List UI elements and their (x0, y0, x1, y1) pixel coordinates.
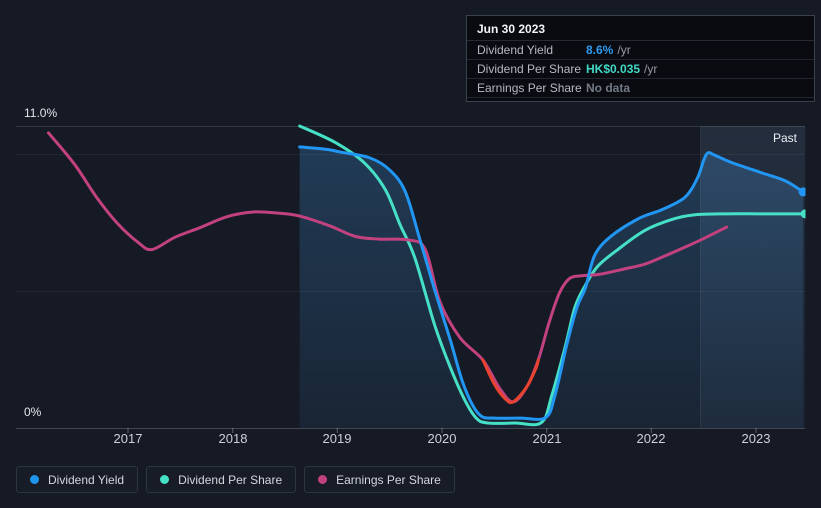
chart-legend: Dividend Yield Dividend Per Share Earnin… (16, 466, 455, 493)
y-axis-label-max: 11.0% (24, 106, 58, 120)
legend-label: Dividend Yield (48, 472, 125, 487)
legend-label: Dividend Per Share (178, 472, 283, 487)
chart-series-layer (46, 124, 806, 429)
legend-dot-earnings-per-share (318, 475, 328, 484)
tooltip-row-label: Earnings Per Share (477, 81, 582, 95)
legend-item-dividend-yield[interactable]: Dividend Yield (16, 466, 139, 493)
tooltip-row-unit: /yr (644, 62, 658, 76)
tooltip-row-value: No data (586, 81, 631, 95)
tooltip-row-value: HK$0.035 (586, 62, 641, 76)
x-axis-label-2022: 2022 (636, 431, 666, 446)
chart-tooltip: Jun 30 2023 Dividend Yield 8.6% /yr Divi… (466, 15, 815, 102)
legend-dot-dividend-per-share (160, 475, 170, 484)
legend-label: Earnings Per Share (336, 472, 441, 487)
y-axis-label-zero: 0% (24, 405, 42, 419)
tooltip-date: Jun 30 2023 (467, 16, 814, 41)
x-axis-label-2023: 2023 (741, 431, 771, 446)
tooltip-row-label: Dividend Yield (477, 43, 554, 57)
tooltip-row-unit: /yr (617, 43, 631, 57)
tooltip-row-earnings-per-share: Earnings Per Share No data (467, 79, 814, 98)
past-period-label: Past (772, 131, 797, 145)
tooltip-row-dividend-per-share: Dividend Per Share HK$0.035 /yr (467, 60, 814, 79)
x-axis-label-2018: 2018 (218, 431, 248, 446)
x-axis-label-2019: 2019 (322, 431, 352, 446)
tooltip-row-value: 8.6% (586, 43, 614, 57)
legend-item-earnings-per-share[interactable]: Earnings Per Share (304, 466, 455, 493)
tooltip-row-dividend-yield: Dividend Yield 8.6% /yr (467, 41, 814, 60)
x-axis-label-2020: 2020 (427, 431, 457, 446)
legend-dot-dividend-yield (30, 475, 39, 484)
tooltip-row-label: Dividend Per Share (477, 62, 582, 76)
x-axis-label-2021: 2021 (532, 431, 562, 446)
x-axis-ticks (127, 428, 757, 433)
legend-item-dividend-per-share[interactable]: Dividend Per Share (146, 466, 297, 493)
x-axis-label-2017: 2017 (113, 431, 143, 446)
